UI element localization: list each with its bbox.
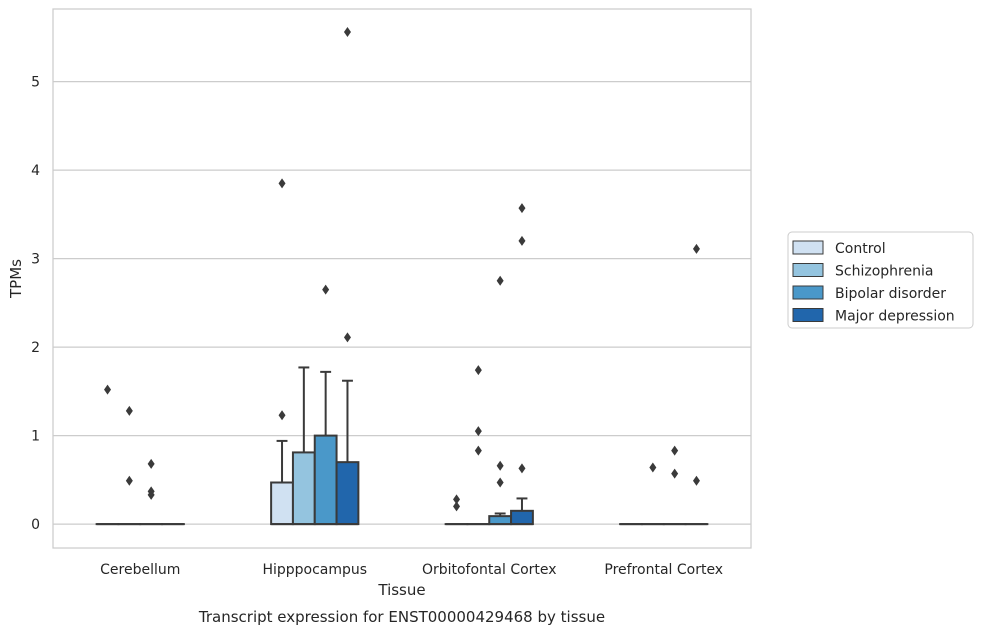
box-body: [313, 434, 338, 526]
y-tick-labels: 0 1 2 3 4 5: [31, 75, 40, 534]
box-schizophrenia: [466, 365, 491, 526]
box-body: [291, 451, 316, 526]
legend-swatch: [792, 308, 824, 322]
outlier-point: [278, 178, 286, 189]
outlier-point: [474, 426, 482, 437]
box-major-depression: [684, 243, 709, 526]
outlier-point: [474, 365, 482, 376]
legend-label: Bipolar disorder: [835, 286, 946, 302]
y-axis-label: TPMs: [7, 259, 25, 299]
x-tick-label: Hipppocampus: [262, 562, 367, 578]
x-tick-label: Prefrontal Cortex: [604, 562, 723, 578]
outlier-point: [474, 445, 482, 456]
plot-frame: [52, 8, 752, 549]
legend: Control Schizophrenia Bipolar disorder Majo…: [787, 231, 974, 329]
legend-label: Schizophrenia: [835, 264, 933, 280]
box-bipolar-disorder: [313, 284, 338, 526]
y-tick-label: 0: [31, 517, 40, 533]
legend-frame: [787, 231, 974, 329]
outlier-point: [453, 494, 461, 505]
legend-label: Major depression: [835, 309, 955, 325]
x-tick-label: Cerebellum: [100, 562, 180, 578]
outlier-point: [692, 475, 700, 486]
box-major-depression: [510, 203, 534, 526]
box-body: [335, 461, 360, 526]
outlier-point: [518, 235, 526, 246]
outlier-point: [671, 445, 679, 456]
outlier-point: [278, 410, 286, 421]
box-control: [444, 494, 469, 526]
outlier-point: [147, 458, 155, 469]
outlier-point: [453, 501, 461, 512]
legend-swatch: [792, 285, 824, 300]
outlier-point: [518, 203, 526, 214]
y-tick-label: 5: [31, 75, 40, 91]
y-tick-label: 4: [31, 163, 40, 179]
chart-caption: Transcript expression for ENST0000042946…: [198, 608, 605, 626]
outlier-point: [496, 460, 504, 471]
outlier-point: [692, 243, 700, 254]
outlier-point: [649, 462, 657, 473]
box-body: [488, 515, 513, 526]
outlier-point: [496, 275, 504, 286]
outlier-point: [671, 468, 679, 479]
outlier-point: [125, 405, 133, 416]
box-schizophrenia: [291, 366, 316, 526]
x-tick-labels: Cerebellum Hipppocampus Orbitofontal Corte…: [100, 562, 723, 578]
box-body: [510, 509, 534, 526]
y-tick-label: 1: [31, 429, 40, 445]
legend-label: Control: [835, 241, 886, 257]
outlier-point: [104, 384, 112, 395]
outlier-point: [343, 27, 351, 38]
outlier-point: [518, 463, 526, 474]
legend-swatch: [792, 263, 824, 277]
outlier-point: [343, 332, 351, 343]
x-axis-label: Tissue: [377, 581, 425, 599]
y-tick-label: 3: [31, 252, 40, 268]
x-tick-label: Orbitofontal Cortex: [422, 562, 557, 578]
box-body: [270, 481, 294, 526]
outlier-point: [147, 489, 155, 500]
box-bipolar-disorder: [488, 275, 513, 526]
legend-swatch: [792, 240, 824, 255]
y-tick-label: 2: [31, 340, 40, 356]
outlier-point: [322, 284, 330, 295]
outlier-point: [496, 477, 504, 488]
box-major-depression: [335, 27, 360, 526]
outlier-point: [125, 475, 133, 486]
boxes: [95, 27, 709, 526]
